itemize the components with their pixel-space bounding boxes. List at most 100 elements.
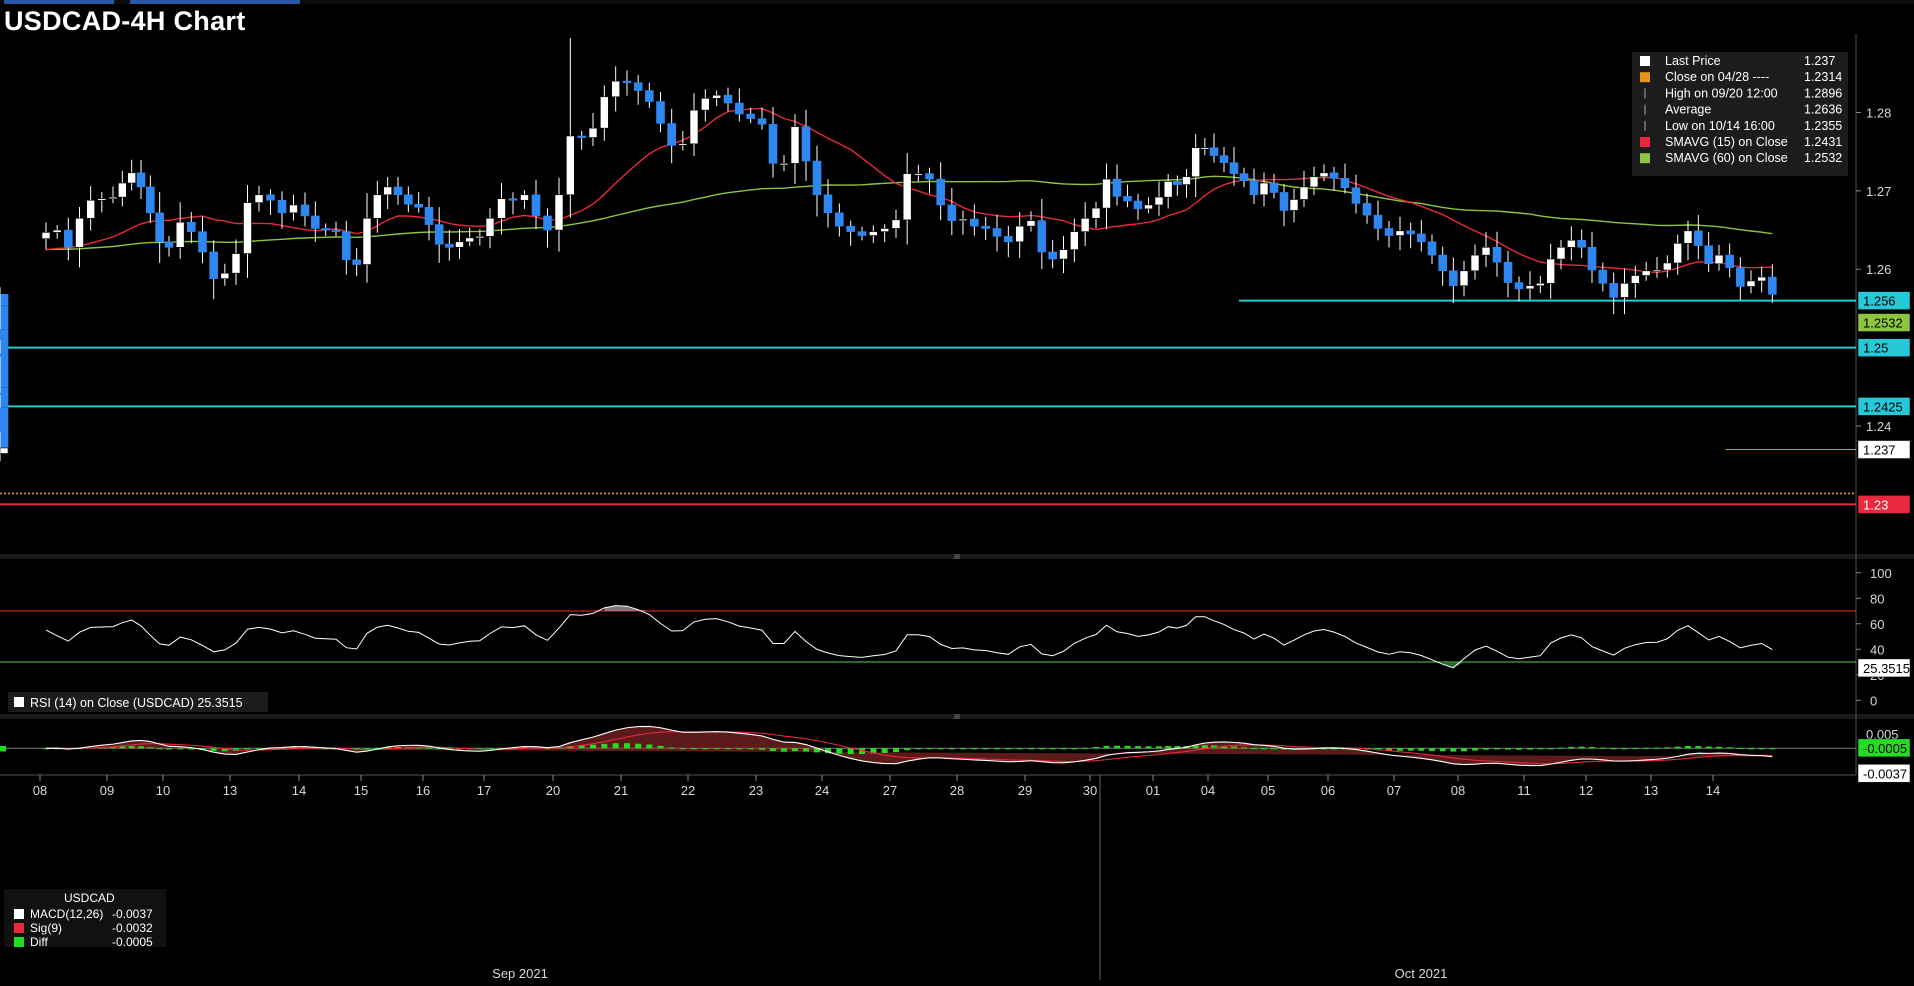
candle-body (1102, 178, 1111, 209)
candle-body (41, 232, 51, 239)
candle-body (485, 217, 495, 237)
candle-body (958, 218, 968, 221)
candle-body (891, 219, 901, 229)
macd-diff-bar (1005, 748, 1012, 750)
candle (277, 191, 287, 229)
macd-diff-bar (679, 748, 686, 750)
candle (1163, 174, 1173, 209)
macd-diff-bar (1060, 748, 1067, 750)
candle (1663, 255, 1672, 278)
candle-body (1449, 270, 1458, 287)
candle (633, 75, 643, 105)
candle (1417, 220, 1426, 252)
candle-body (1340, 178, 1350, 189)
candle-body (289, 204, 298, 214)
legend-label: SMAVG (60) on Close (1665, 151, 1788, 165)
macd-diff-bar (1397, 748, 1403, 751)
price-tag: 1.2532 (1857, 313, 1911, 332)
candle-body (187, 221, 196, 232)
candle-body (155, 212, 164, 243)
macd-diff-bar (322, 748, 329, 750)
candle-body (424, 207, 434, 225)
candle-body (1417, 233, 1426, 243)
candle (1503, 250, 1513, 298)
candle-body (321, 228, 330, 231)
macd-tag-bg (1857, 738, 1911, 758)
macd-diff-bar (1737, 748, 1744, 750)
candle-body (0, 353, 9, 366)
candle (645, 82, 654, 108)
candle-body (902, 173, 912, 221)
candle (1438, 246, 1447, 286)
macd-diff-bar (1769, 748, 1776, 750)
toolbar-tab-1[interactable] (4, 0, 114, 4)
candle (1112, 164, 1122, 206)
x-tick-label: 13 (223, 783, 237, 798)
candle (735, 88, 744, 122)
candle (1694, 215, 1703, 260)
candle (1048, 239, 1057, 269)
candle (497, 183, 506, 235)
candle-body (588, 127, 598, 138)
macd-diff-bar (803, 748, 809, 752)
macd-legend-item: MACD(12,26) -0.0037 (14, 907, 153, 921)
candle-body (1015, 225, 1024, 243)
candle-body (1525, 285, 1535, 290)
macd-diff-bar (870, 748, 877, 754)
rsi-legend-swatch (14, 697, 24, 707)
candle-body (1191, 147, 1200, 178)
macd-diff-bar (1748, 748, 1754, 750)
candle (1289, 188, 1299, 223)
macd-diff-bar (657, 745, 664, 749)
candle-body (1683, 230, 1693, 244)
candle-body (0, 364, 9, 378)
macd-diff-bar (915, 748, 922, 750)
macd-diff-bar (1537, 748, 1544, 750)
candle-body (300, 204, 310, 217)
candle (1004, 225, 1013, 258)
macd-diff-bar (1654, 747, 1660, 749)
rsi-legend-box (8, 692, 268, 712)
price-tag: 1.25 (1857, 338, 1911, 357)
candle-body (136, 172, 146, 188)
candle-body (393, 186, 403, 196)
macd-diff-bar (1472, 748, 1478, 751)
legend-swatch (1640, 153, 1650, 164)
macd-diff-bar (221, 748, 228, 752)
price-tag-bg (1857, 440, 1911, 459)
candle (812, 145, 822, 217)
macd-diff-bar (138, 746, 144, 749)
candle (97, 192, 107, 213)
candle (52, 225, 62, 239)
candle-body (342, 231, 351, 261)
macd-y-tick-label: 0.005 (1866, 727, 1899, 742)
x-tick-label: 15 (354, 783, 368, 798)
legend-box (1632, 52, 1848, 176)
macd-diff-bar (1527, 748, 1533, 750)
macd-legend-label: MACD(12,26) (30, 907, 103, 921)
candle (373, 180, 382, 233)
candle (566, 38, 575, 218)
candle-body (1536, 283, 1545, 287)
candle (600, 85, 609, 141)
rsi-y-tick-label: 60 (1870, 617, 1884, 632)
macd-diff-bar (210, 748, 217, 751)
macd-diff-bar (937, 748, 944, 750)
toolbar-tab-2[interactable] (130, 0, 300, 4)
candle (383, 177, 392, 210)
candle-body (1663, 262, 1672, 271)
macd-diff-bar (119, 746, 126, 749)
candle (902, 152, 912, 245)
candle (1470, 244, 1480, 280)
candle (1556, 239, 1566, 270)
candle (1683, 220, 1693, 261)
candle-body (1492, 246, 1502, 263)
sma60-line (45, 175, 1773, 251)
macd-diff-bar (1439, 748, 1446, 752)
candle (404, 186, 413, 213)
rsi-tag-bg (1857, 658, 1911, 678)
candle-body (1459, 270, 1469, 287)
macd-legend-title: USDCAD (64, 891, 115, 905)
macd-diff-bar (747, 748, 754, 750)
